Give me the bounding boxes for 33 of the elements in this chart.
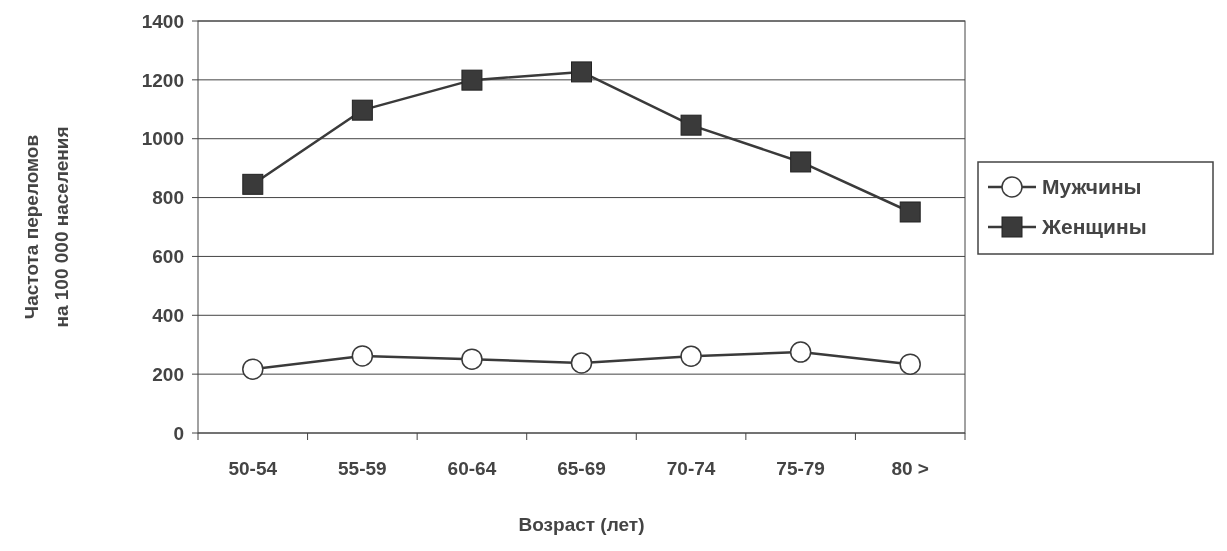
- y-tick-label: 1400: [141, 10, 184, 32]
- point: [461, 348, 483, 370]
- legend-label: Женщины: [1041, 215, 1147, 239]
- y-tick-label: 600: [152, 246, 184, 268]
- point: [461, 69, 483, 91]
- point: [680, 345, 702, 367]
- y-tick-label: 1000: [141, 128, 184, 150]
- x-tick-label: 60-64: [447, 458, 497, 479]
- x-tick-label: 50-54: [228, 458, 278, 479]
- point: [680, 114, 702, 136]
- point: [351, 345, 374, 367]
- y-tick-label: 0: [173, 422, 184, 444]
- x-tick-label: 75-79: [776, 458, 825, 479]
- point: [570, 352, 593, 374]
- y-axis-title: Частота переломов на 100 000 населения: [21, 126, 72, 328]
- y-tick-label: 800: [152, 187, 184, 209]
- legend-label: Мужчины: [1042, 175, 1142, 199]
- point: [571, 61, 592, 83]
- point: [242, 173, 264, 195]
- point: [242, 358, 264, 380]
- point: [899, 201, 921, 223]
- x-axis-title: Возраст (лет): [518, 514, 645, 535]
- point: [790, 151, 812, 173]
- y-tick-label: 1200: [141, 69, 184, 91]
- point: [351, 99, 373, 121]
- y-tick-label: 200: [152, 363, 184, 385]
- x-tick-label: 55-59: [338, 458, 387, 479]
- x-tick-label: 65-69: [557, 458, 606, 479]
- point: [789, 341, 812, 363]
- point: [899, 353, 921, 375]
- x-tick-label: 80 >: [891, 458, 929, 479]
- y-tick-label: 400: [152, 304, 184, 326]
- x-tick-label: 70-74: [666, 458, 716, 479]
